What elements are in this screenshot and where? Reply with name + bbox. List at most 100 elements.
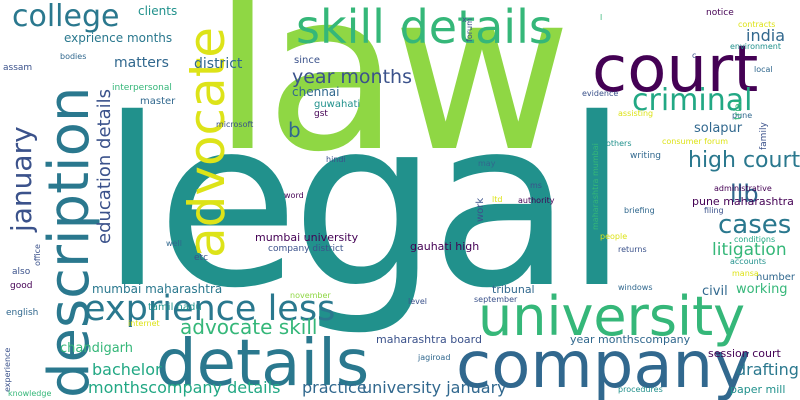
word-local: local (754, 65, 773, 74)
word-solapur: solapur (694, 121, 743, 136)
word-level: level (408, 297, 428, 306)
word-knowledge: knowledge (8, 389, 52, 398)
word-litigation: litigation (712, 240, 787, 260)
word-microsoft: microsoft (216, 120, 254, 129)
word-september: september (474, 295, 518, 304)
word-bodies: bodies (60, 52, 87, 61)
word-administrative: administrative (714, 184, 772, 193)
word-session-court: session court (708, 347, 781, 360)
word-office: office (33, 244, 42, 266)
word-education-details: education details (94, 88, 115, 244)
word-returns: returns (618, 245, 647, 254)
word-university: university (478, 285, 746, 348)
word-b: b (288, 118, 301, 142)
word-family: family (759, 122, 769, 150)
word-mumbai-maharashtra: mumbai maharashtra (92, 282, 223, 296)
word-bachelor: bachelor (92, 360, 162, 379)
word-etc: etc (194, 253, 209, 263)
word-tribunal: tribunal (492, 283, 535, 296)
word-l: l (600, 13, 603, 22)
word-exprience-less: exprience less (84, 289, 336, 329)
word-drafting: drafting (736, 360, 799, 379)
word-writing: writing (630, 151, 662, 161)
word-november: november (290, 291, 331, 300)
word-since: since (294, 55, 320, 66)
word-good: good (10, 281, 33, 291)
word-details: details (156, 327, 370, 400)
word-others: others (606, 139, 632, 148)
word-matters: matters (114, 55, 169, 71)
word-ms: ms (530, 181, 542, 190)
word-notice: notice (706, 8, 734, 18)
word-authority: authority (518, 196, 555, 205)
word-college: college (12, 0, 120, 34)
word-india: india (746, 26, 785, 45)
word-chandigarh: chandigarh (60, 341, 134, 356)
word-work: work (475, 197, 486, 222)
word-briefing: briefing (624, 206, 655, 215)
word-high-court: high court (688, 148, 800, 173)
word-may: may (478, 159, 496, 168)
word-environment: environment (730, 42, 781, 51)
word-assam: assam (3, 63, 33, 73)
word-hindi: hindi (326, 155, 346, 164)
word-experience: experience (3, 347, 12, 392)
word-company-district: company district (268, 244, 344, 254)
word-pune-maharashtra: pune maharashtra (692, 195, 794, 208)
word-university-january: university january (362, 378, 507, 397)
word-word: word (284, 191, 304, 200)
word-guwahati: guwahati (314, 99, 361, 110)
word-jagiroad: jagiroad (418, 353, 451, 362)
word-mumbai-university: mumbai university (255, 231, 359, 244)
word-ltd: ltd (492, 195, 503, 204)
word-working: working (736, 282, 788, 297)
word-court: court (592, 33, 759, 107)
word-conditions: conditions (734, 235, 776, 244)
word-mansa: mansa (732, 269, 759, 278)
word-legal: legal (100, 69, 629, 339)
word-gst: gst (314, 109, 328, 119)
word-civil: civil (702, 284, 728, 299)
word-practice: practice (302, 378, 367, 397)
word-year-months: year months (292, 66, 412, 88)
word-well: well (166, 239, 182, 248)
word-filing: filing (704, 206, 724, 215)
word-contracts: contracts (738, 20, 776, 29)
word-clients: clients (138, 4, 178, 18)
word-also: also (12, 267, 31, 277)
word-skill-details: skill details (296, 0, 553, 54)
word-pune: pune (732, 111, 753, 120)
word-internet: internet (128, 319, 160, 328)
word-company: company (456, 329, 751, 400)
word-district: district (194, 56, 243, 72)
word-c: c (692, 51, 697, 60)
word-number: number (756, 272, 796, 283)
word-tamil-nadu: tamil nadu (148, 302, 202, 313)
word-consumer-forum: consumer forum (662, 137, 729, 146)
word-law: law (212, 0, 572, 200)
word-cases: cases (718, 210, 792, 240)
word-chennai: chennai (292, 85, 340, 99)
word-criminal: criminal (632, 83, 753, 118)
word-paper-mill: paper mill (730, 383, 786, 396)
word-llb: llb (730, 180, 759, 208)
word-exprience-months: exprience months (64, 31, 173, 45)
word-windows: windows (618, 283, 653, 292)
word-accounts: accounts (730, 257, 767, 266)
word-english: english (6, 308, 39, 318)
word-maharashtra-mumbai: maharashtra mumbai (591, 143, 600, 230)
word-master: master (140, 96, 176, 107)
word-evidence: evidence (582, 89, 619, 98)
word-advocate-skill: advocate skill (180, 315, 318, 339)
word-year-monthscompany: year monthscompany (570, 333, 691, 346)
word-assisting: assisting (618, 109, 654, 118)
word-forum: forum (465, 18, 474, 42)
word-procedures: procedures (618, 385, 663, 394)
word-x: x (462, 15, 467, 24)
word-january: january (5, 126, 38, 232)
word-people: people (600, 232, 628, 241)
word-monthscompany-details: monthscompany details (88, 378, 281, 397)
word-interpersonal: interpersonal (112, 83, 172, 93)
word-maharashtra-board: maharashtra board (376, 333, 482, 346)
